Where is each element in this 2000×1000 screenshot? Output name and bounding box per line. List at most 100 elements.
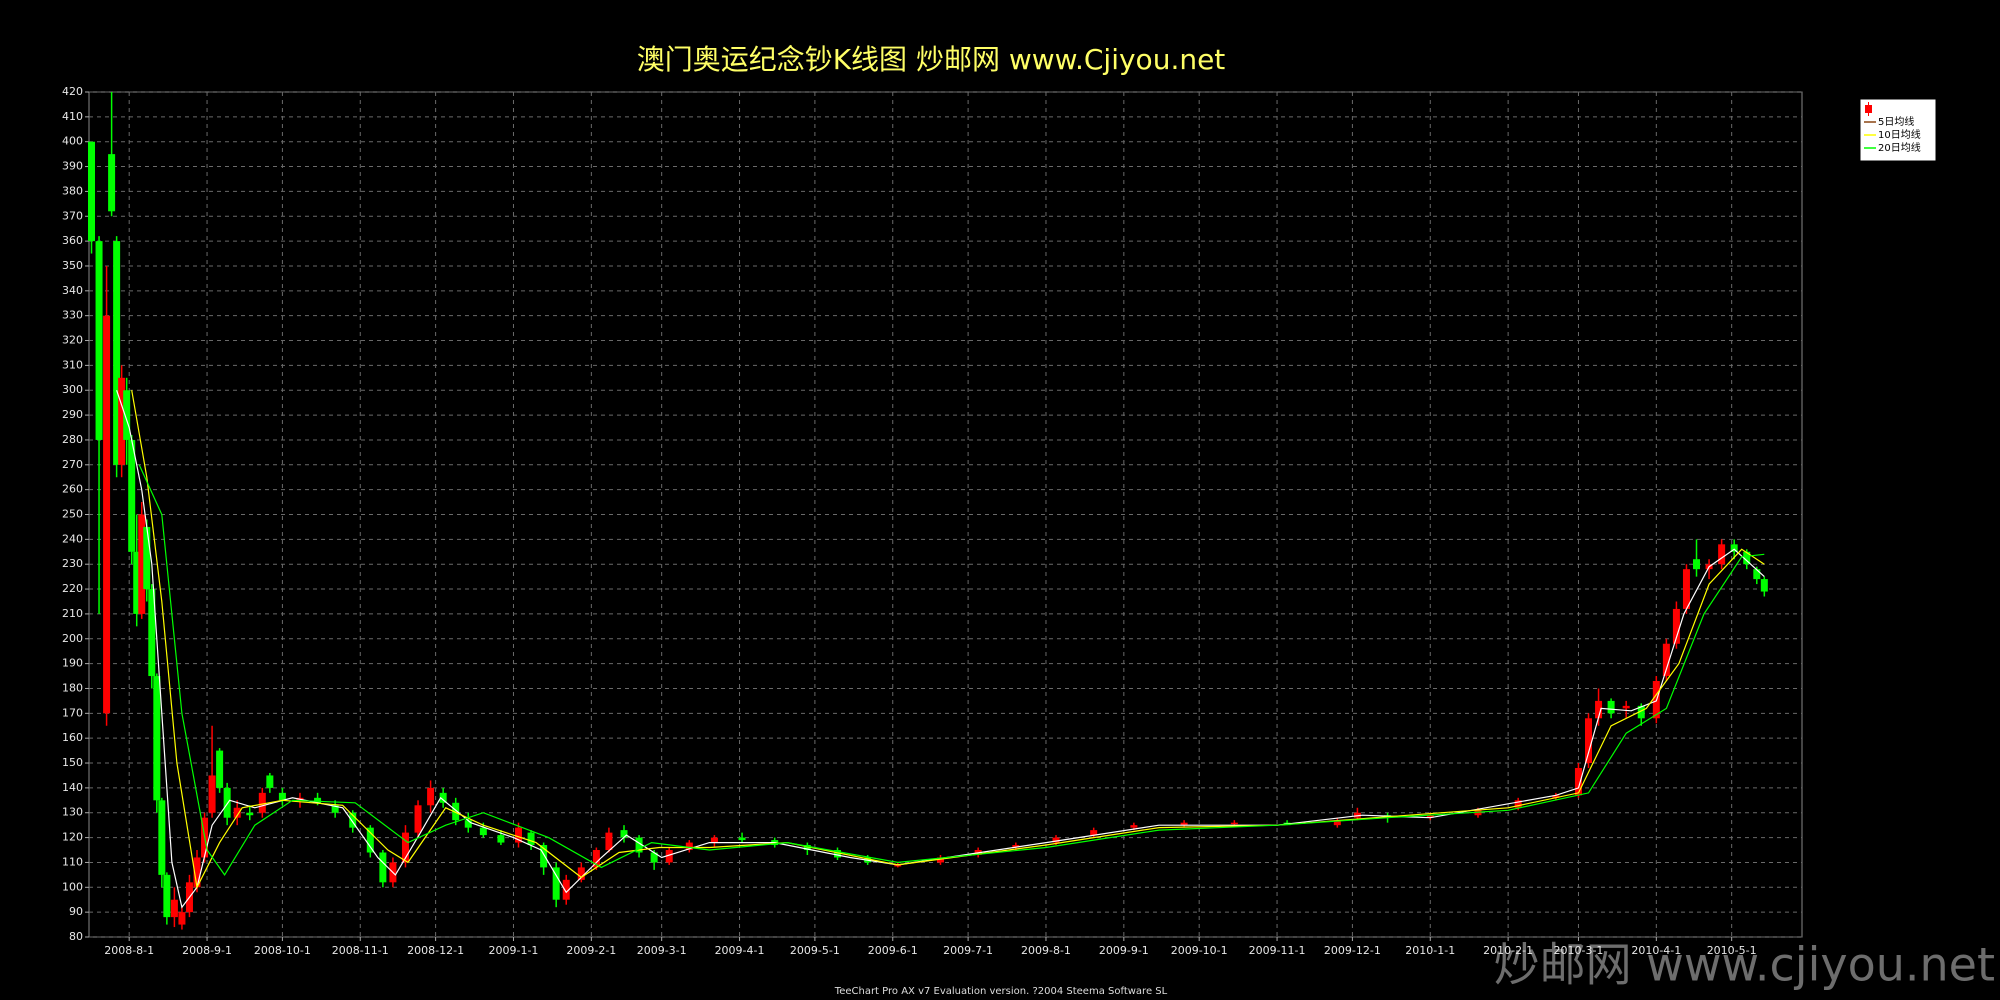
candle-body	[1730, 544, 1738, 552]
candle-body	[1760, 579, 1768, 592]
candle-body	[665, 850, 673, 863]
moving-average-line	[116, 390, 1765, 909]
x-tick-label: 2009-3-1	[637, 944, 687, 957]
candle-body	[349, 812, 357, 828]
candle-body	[1180, 822, 1188, 826]
candle-body	[738, 837, 746, 841]
candle-body	[223, 787, 231, 818]
y-tick-label: 330	[62, 309, 83, 322]
x-tick-label: 2009-9-1	[1099, 944, 1149, 957]
candle-body	[113, 241, 121, 465]
candle-body	[1682, 569, 1690, 609]
x-tick-label: 2009-2-1	[566, 944, 616, 957]
candle-body	[143, 526, 151, 590]
candle-body	[1693, 559, 1701, 570]
y-tick-label: 140	[62, 781, 83, 794]
candle-body	[163, 874, 171, 918]
candle-body	[1718, 544, 1726, 565]
candle-body	[427, 787, 435, 806]
y-tick-label: 310	[62, 358, 83, 371]
candle-body	[1743, 551, 1751, 565]
candle-body	[894, 864, 902, 867]
candle-body	[1595, 700, 1603, 719]
legend-label: 10日均线	[1878, 128, 1921, 141]
x-tick-label: 2009-12-1	[1324, 944, 1381, 957]
x-tick-label: 2008-11-1	[332, 944, 389, 957]
x-tick-label: 2009-1-1	[489, 944, 539, 957]
legend-box	[1859, 98, 1937, 162]
candle-body	[552, 867, 560, 900]
x-tick-label: 2009-10-1	[1171, 944, 1228, 957]
x-tick-label: 2010-1-1	[1405, 944, 1455, 957]
candle-body	[1426, 815, 1434, 818]
y-tick-label: 80	[69, 930, 83, 943]
candle-body	[936, 857, 944, 863]
candle-body	[577, 867, 585, 880]
candle-body	[414, 805, 422, 833]
y-tick-label: 200	[62, 632, 83, 645]
candle-body	[170, 899, 178, 918]
moving-average-line	[131, 390, 1765, 890]
candle-body	[95, 241, 103, 440]
y-tick-label: 120	[62, 831, 83, 844]
y-tick-label: 90	[69, 905, 83, 918]
x-tick-label: 2008-12-1	[407, 944, 464, 957]
y-tick-label: 100	[62, 880, 83, 893]
candle-body	[314, 797, 322, 803]
y-tick-label: 230	[62, 557, 83, 570]
y-tick-label: 150	[62, 756, 83, 769]
y-tick-label: 380	[62, 184, 83, 197]
x-tick-label: 2009-6-1	[868, 944, 918, 957]
candle-body	[1753, 569, 1761, 580]
y-tick-label: 280	[62, 433, 83, 446]
candle-body	[515, 827, 523, 843]
candle-body	[452, 802, 460, 821]
y-tick-label: 270	[62, 458, 83, 471]
y-tick-label: 340	[62, 284, 83, 297]
x-tick-label: 2010-2-1	[1483, 944, 1533, 957]
x-tick-label: 2008-8-1	[104, 944, 154, 957]
y-tick-label: 320	[62, 334, 83, 347]
y-tick-label: 300	[62, 383, 83, 396]
candle-body	[803, 845, 811, 851]
y-tick-label: 210	[62, 607, 83, 620]
candle-body	[193, 857, 201, 888]
candle-body	[710, 837, 718, 843]
legend-label: 5日均线	[1878, 115, 1914, 128]
candle-body	[108, 154, 116, 212]
y-tick-label: 350	[62, 259, 83, 272]
candle-body	[1574, 768, 1582, 796]
x-tick-label: 2008-9-1	[182, 944, 232, 957]
candle-body	[1230, 822, 1238, 825]
candle-body	[497, 835, 505, 843]
x-tick-label: 2009-4-1	[715, 944, 765, 957]
y-tick-label: 110	[62, 855, 83, 868]
y-tick-label: 370	[62, 209, 83, 222]
candle-body	[562, 879, 570, 900]
candle-body	[650, 852, 658, 863]
candle-body	[158, 800, 166, 875]
candle-body	[1333, 820, 1341, 826]
candle-body	[1662, 643, 1670, 677]
candle-body	[1514, 800, 1522, 808]
x-tick-label: 2009-8-1	[1021, 944, 1071, 957]
candle-body	[1607, 700, 1615, 714]
y-tick-label: 290	[62, 408, 83, 421]
y-tick-label: 220	[62, 582, 83, 595]
x-tick-label: 2009-11-1	[1249, 944, 1306, 957]
y-tick-label: 250	[62, 508, 83, 521]
moving-average-line	[138, 464, 1765, 876]
candle-body	[635, 837, 643, 853]
candle-body	[1622, 705, 1630, 709]
x-tick-label: 2009-5-1	[790, 944, 840, 957]
candle-body	[527, 832, 535, 846]
y-tick-label: 190	[62, 657, 83, 670]
candle-body	[1130, 825, 1138, 828]
candle-body	[278, 792, 286, 801]
candle-body	[592, 850, 600, 868]
y-tick-label: 390	[62, 160, 83, 173]
candle-body	[1637, 705, 1645, 719]
candle-body	[1052, 837, 1060, 843]
candle-body	[379, 852, 387, 883]
